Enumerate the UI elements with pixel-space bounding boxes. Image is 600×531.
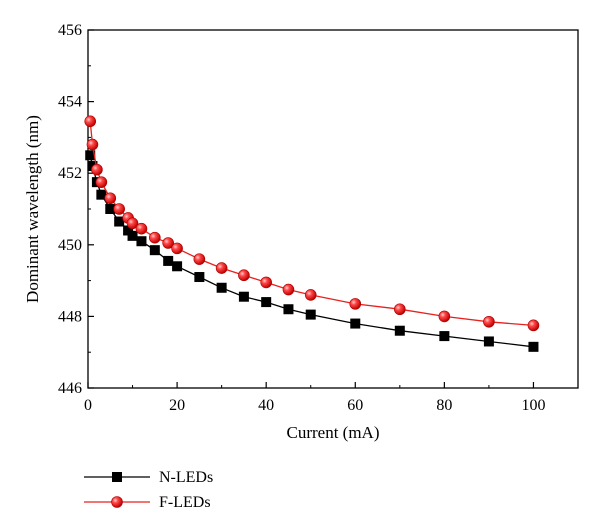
x-tick-label: 60: [347, 397, 363, 414]
y-tick-label: 452: [58, 165, 82, 182]
data-point-square: [528, 341, 539, 352]
data-point-circle: [438, 310, 451, 323]
data-point-circle: [149, 231, 161, 244]
data-point-circle: [171, 242, 183, 255]
axis-ticks: 0 20 40 60 80 100 446 448 450 452 454 456: [58, 22, 545, 414]
data-point-square: [105, 204, 116, 214]
y-tick-label: 446: [58, 380, 82, 397]
data-point-circle: [113, 203, 125, 215]
data-point-square: [127, 230, 138, 241]
series-f-leds: [84, 115, 540, 332]
legend-item-f-leds: F-LEDs: [84, 494, 211, 511]
data-point-circle: [215, 262, 228, 274]
data-point-circle: [527, 319, 540, 332]
x-axis-label: Current (mA): [286, 423, 379, 442]
data-point-circle: [111, 496, 123, 508]
data-point-circle: [86, 138, 99, 151]
plot-frame: [87, 29, 579, 389]
legend: N-LEDs F-LEDs: [84, 469, 213, 511]
data-point-circle: [304, 289, 317, 301]
data-point-circle: [349, 298, 362, 310]
legend-label: N-LEDs: [159, 469, 213, 486]
data-point-circle: [91, 163, 103, 176]
data-point-square: [114, 216, 125, 227]
data-point-circle: [394, 303, 406, 316]
data-point-square: [238, 291, 249, 302]
data-point-square: [136, 236, 147, 247]
data-point-circle: [238, 269, 250, 282]
data-point-circle: [95, 176, 108, 188]
data-point-square: [261, 297, 272, 308]
data-point-square: [439, 331, 450, 342]
x-tick-label: 40: [258, 397, 274, 414]
data-point-square: [483, 336, 494, 347]
x-tick-label: 20: [169, 397, 185, 414]
x-tick-label: 0: [84, 397, 92, 414]
data-point-square: [85, 150, 96, 161]
data-point-circle: [126, 217, 139, 230]
legend-label: F-LEDs: [159, 494, 211, 511]
y-tick-label: 450: [58, 237, 82, 254]
data-point-square: [305, 309, 316, 320]
x-tick-label: 80: [436, 397, 452, 414]
data-point-circle: [193, 253, 206, 265]
data-point-square: [216, 282, 227, 293]
data-point-square: [194, 272, 205, 283]
data-point-square: [123, 225, 134, 236]
data-point-circle: [104, 192, 117, 205]
x-tick-label: 100: [521, 397, 545, 414]
data-point-circle: [84, 115, 97, 128]
data-point-square: [96, 189, 107, 200]
data-point-square: [172, 261, 183, 272]
series-layer: [84, 115, 540, 352]
data-point-square: [112, 472, 122, 482]
data-point-square: [149, 245, 160, 256]
y-tick-label: 456: [58, 22, 82, 39]
data-point-square: [394, 325, 405, 336]
data-point-circle: [260, 276, 272, 289]
y-tick-label: 448: [58, 308, 82, 325]
plot-border: [87, 29, 579, 389]
data-point-circle: [282, 283, 295, 296]
data-point-square: [283, 304, 294, 315]
data-point-square: [350, 318, 361, 329]
y-axis-label: Dominant wavelength (nm): [23, 115, 42, 303]
y-tick-label: 454: [58, 94, 82, 111]
data-point-circle: [135, 222, 148, 235]
series-n-leds: [85, 150, 539, 352]
data-point-circle: [162, 237, 174, 249]
data-point-circle: [483, 315, 495, 328]
data-point-square: [163, 255, 174, 266]
legend-item-n-leds: N-LEDs: [84, 469, 213, 486]
